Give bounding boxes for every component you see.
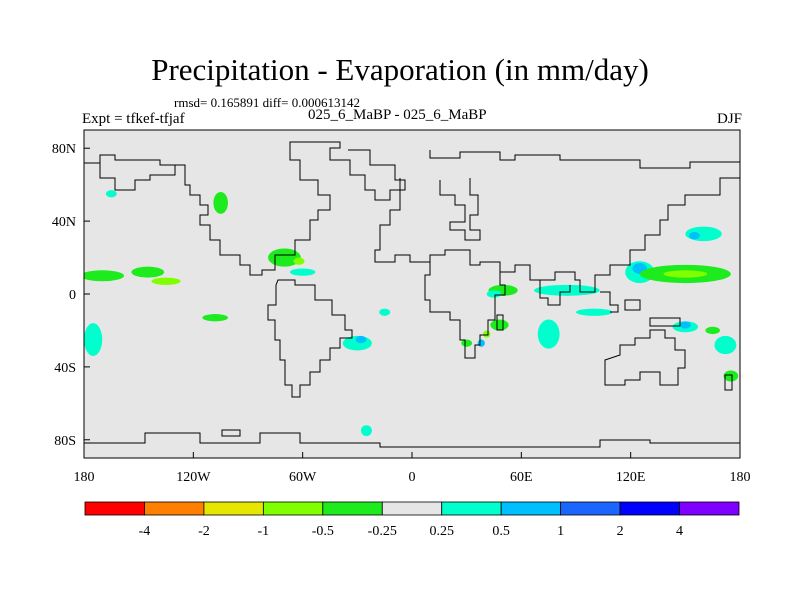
map-background (84, 130, 740, 458)
coastline-australia (604, 329, 686, 386)
x-tick-label: 120E (616, 470, 646, 485)
field-patch (490, 319, 509, 331)
coastline-europe (439, 178, 481, 241)
field-patch (705, 326, 720, 335)
colorbar-swatch (322, 501, 383, 516)
colorbar-swatch (679, 501, 740, 516)
y-tick-label: 40N (52, 215, 76, 230)
field-patch (461, 339, 473, 347)
colorbar-label: -2 (198, 524, 210, 539)
colorbar-label: 4 (676, 524, 683, 539)
field-patch (663, 270, 708, 278)
y-tick-label: 0 (69, 288, 76, 303)
field-patch (268, 248, 301, 267)
field-layer (84, 190, 739, 437)
coastline-south-america (267, 279, 353, 398)
y-tick-label: 80S (54, 434, 76, 449)
colorbar-label: 0.5 (492, 524, 510, 539)
coastline-arctic-islands (99, 163, 176, 191)
field-patch (213, 191, 228, 214)
colorbar-swatch (500, 501, 562, 516)
case-label: 025_6_MaBP - 025_6_MaBP (308, 107, 487, 123)
colorbar: -4 -2 -1 -0.5 -0.25 0.25 0.5 1 2 4 (84, 501, 740, 539)
field-patch (534, 284, 600, 296)
field-patch (679, 321, 691, 329)
coastline-eurasia (374, 177, 740, 293)
colorbar-swatch (381, 501, 443, 516)
x-tick-label: 60W (289, 470, 317, 485)
field-patch (477, 339, 485, 347)
colorbar-swatch (619, 501, 680, 516)
coastline-siberia (429, 150, 740, 169)
colorbar-label: -0.25 (368, 524, 397, 539)
coastline-madagascar (496, 314, 504, 331)
field-patch (131, 266, 165, 278)
field-patch (723, 370, 739, 382)
coastline-africa (424, 262, 506, 359)
colorbar-label: -4 (139, 524, 151, 539)
colorbar-swatch (560, 501, 621, 516)
coastline-india (530, 279, 571, 306)
coastline-antarctica (84, 432, 740, 448)
field-patch (84, 323, 103, 356)
stats-text: rmsd= 0.165891 diff= 0.000613142 (174, 95, 360, 110)
field-patch (537, 319, 560, 349)
colorbar-swatch (203, 501, 264, 516)
field-patch (84, 270, 125, 282)
field-patch (355, 335, 367, 344)
coastline-se-asia (600, 291, 619, 313)
colorbar-swatch (441, 501, 502, 516)
y-tick-label: 80N (52, 142, 76, 157)
colorbar-label: 1 (557, 524, 564, 539)
colorbar-label: 0.25 (429, 524, 454, 539)
x-tick-label: 120W (176, 470, 211, 485)
colorbar-label: 2 (617, 524, 624, 539)
x-tick-label: 180 (730, 470, 751, 485)
field-patch (576, 308, 613, 316)
field-patch (289, 268, 316, 276)
field-patch (486, 290, 502, 298)
field-patch (151, 277, 181, 285)
x-tick-label: 180 (74, 470, 95, 485)
x-tick-label: 0 (409, 470, 416, 485)
field-patch (293, 257, 305, 265)
axis-layer: 180 120W 60W 0 60E 120E 180 80N 40N 0 40S 80S (52, 142, 751, 485)
season-label: DJF (716, 111, 742, 127)
field-patch (202, 314, 228, 322)
coastline-antarctic-peninsula (221, 429, 241, 437)
coastlines (84, 141, 740, 448)
coastline-north-america (84, 141, 406, 276)
colorbar-swatch (84, 501, 145, 516)
field-patch (105, 190, 117, 198)
field-patch (360, 425, 372, 437)
coastline-maritime (624, 299, 641, 311)
coastline-new-zealand (724, 374, 733, 391)
colorbar-swatch (144, 501, 205, 516)
coastline-new-guinea (649, 317, 681, 327)
colorbar-label: -0.5 (312, 524, 334, 539)
field-patch (688, 232, 700, 240)
field-patch (379, 308, 391, 316)
x-tick-label: 60E (510, 470, 533, 485)
y-tick-label: 40S (54, 361, 76, 376)
colorbar-label: -1 (258, 524, 270, 539)
field-patch (483, 330, 491, 338)
field-patch (714, 335, 737, 355)
experiment-label: Expt = tfkef-tfjaf (82, 111, 185, 127)
chart-title: Precipitation - Evaporation (in mm/day) (151, 52, 649, 87)
colorbar-swatch (262, 501, 324, 516)
